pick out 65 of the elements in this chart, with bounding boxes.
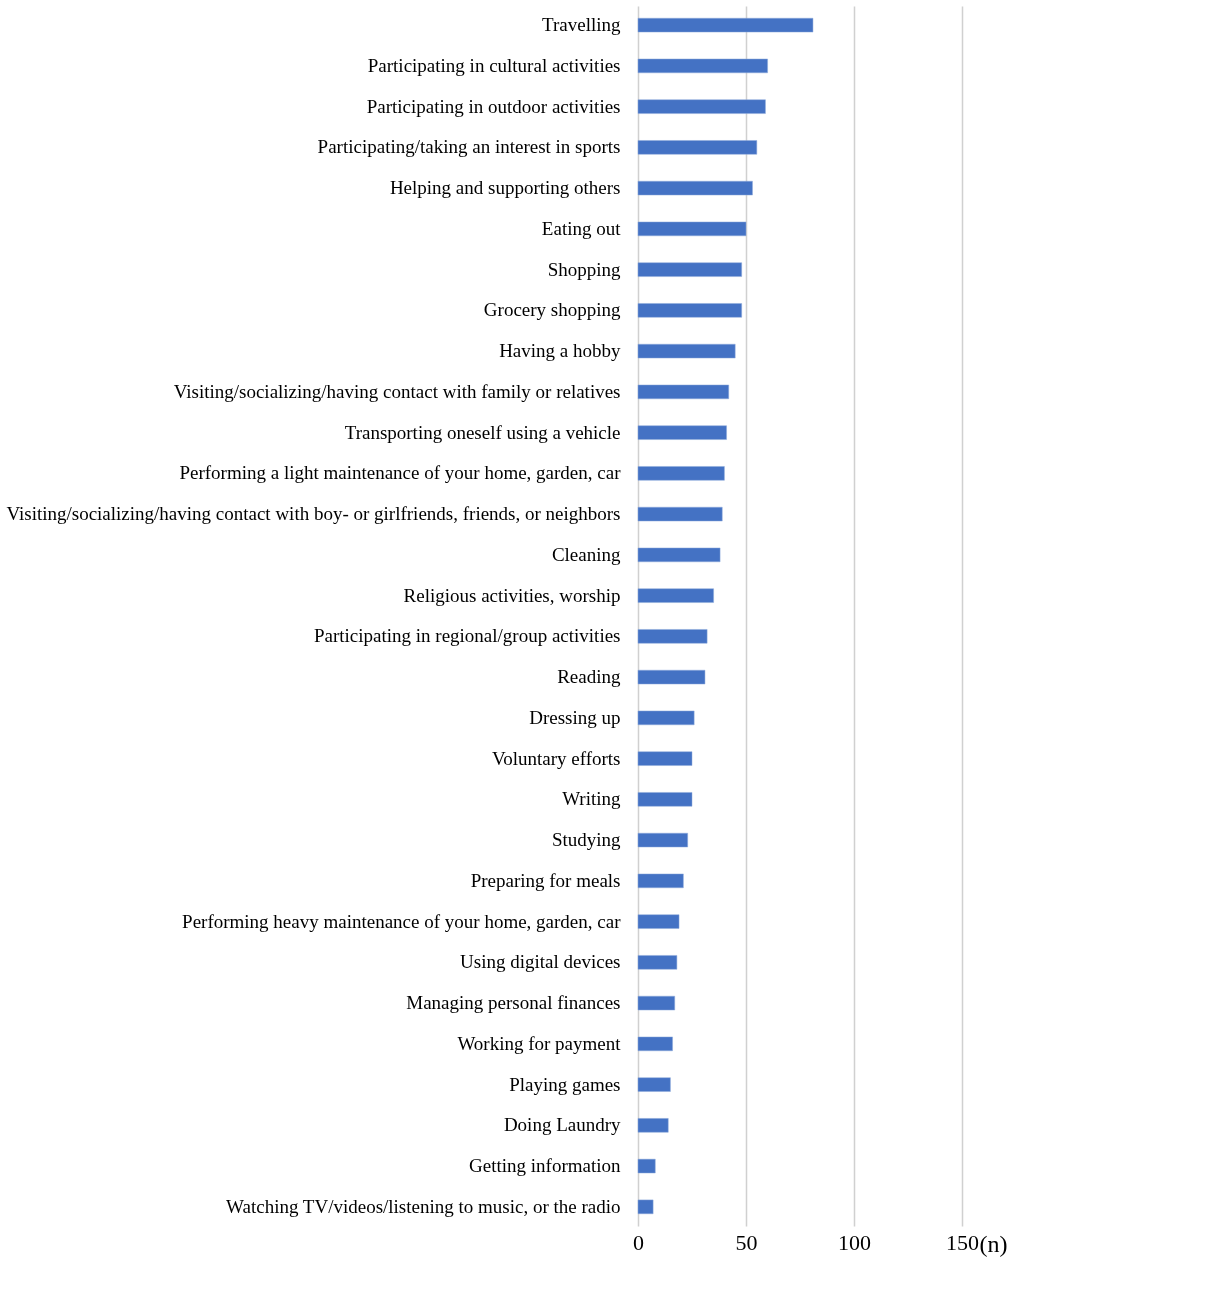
y-tick-label: Preparing for meals bbox=[470, 869, 621, 891]
bar bbox=[637, 384, 729, 400]
bar bbox=[637, 751, 693, 766]
y-tick-label: Writing bbox=[562, 788, 621, 810]
bar bbox=[637, 669, 706, 685]
y-tick-label: Managing personal finances bbox=[406, 992, 621, 1014]
y-tick-label: Helping and supporting others bbox=[389, 177, 621, 199]
y-tick-label: Using digital devices bbox=[460, 951, 621, 973]
bar bbox=[637, 343, 736, 359]
bar bbox=[637, 58, 768, 74]
y-tick-label: Doing Laundry bbox=[503, 1114, 621, 1136]
y-tick-label: Performing heavy maintenance of your home, garden, car bbox=[182, 910, 622, 932]
y-tick-label: Participating in regional/group activities bbox=[313, 625, 621, 647]
bar bbox=[637, 262, 742, 277]
x-tick-label: 100 bbox=[838, 1229, 871, 1255]
bar bbox=[637, 140, 758, 155]
bar bbox=[637, 955, 678, 970]
y-tick-label: Cleaning bbox=[551, 543, 621, 565]
bar bbox=[637, 629, 708, 644]
bar bbox=[637, 995, 675, 1011]
bar bbox=[637, 180, 753, 196]
bar bbox=[637, 1036, 673, 1052]
bar bbox=[637, 832, 688, 848]
y-tick-label: Participating in cultural activities bbox=[367, 54, 621, 76]
bar bbox=[637, 1077, 671, 1092]
x-tick-label: 50 bbox=[735, 1229, 758, 1255]
y-tick-label: Studying bbox=[551, 829, 621, 851]
bar bbox=[637, 466, 725, 481]
bar bbox=[637, 221, 747, 237]
bar bbox=[637, 1158, 656, 1174]
y-tick-label: Religious activities, worship bbox=[403, 584, 621, 606]
y-tick-label: Dressing up bbox=[529, 706, 621, 728]
bar bbox=[637, 17, 814, 33]
bar bbox=[637, 914, 680, 929]
y-tick-label: Getting information bbox=[469, 1155, 621, 1177]
y-tick-label: Travelling bbox=[542, 14, 621, 36]
bar bbox=[637, 303, 742, 318]
bar bbox=[637, 792, 693, 807]
bar bbox=[637, 99, 766, 114]
bar bbox=[637, 1118, 669, 1133]
y-tick-label: Performing a light maintenance of your home, garden, car bbox=[179, 462, 622, 484]
bar bbox=[637, 425, 727, 440]
y-tick-label: Reading bbox=[557, 666, 621, 688]
bar bbox=[637, 547, 721, 563]
y-tick-label: Grocery shopping bbox=[483, 299, 621, 321]
bar bbox=[637, 873, 684, 889]
y-tick-label: Eating out bbox=[541, 217, 622, 239]
y-tick-label: Working for payment bbox=[457, 1032, 622, 1054]
y-tick-label: Visiting/socializing/having contact with family or relatives bbox=[173, 380, 621, 402]
y-tick-label: Voluntary efforts bbox=[491, 747, 621, 769]
y-tick-label: Shopping bbox=[547, 258, 621, 280]
x-tick-label: 150 bbox=[946, 1229, 979, 1255]
y-tick-label: Watching TV/videos/listening to music, or the radio bbox=[226, 1195, 621, 1217]
x-tick-label: 0 bbox=[633, 1229, 644, 1255]
bar bbox=[637, 588, 714, 603]
y-tick-label: Playing games bbox=[509, 1073, 621, 1095]
bar bbox=[637, 1199, 654, 1215]
y-tick-label: Participating in outdoor activities bbox=[366, 95, 621, 117]
y-tick-label: Having a hobby bbox=[499, 340, 621, 362]
y-tick-label: Transporting oneself using a vehicle bbox=[344, 421, 621, 443]
y-tick-label: Visiting/socializing/having contact with boy- or girlfriends, friends, or neighbors bbox=[6, 503, 621, 525]
x-axis-title: (n) bbox=[979, 1230, 1008, 1257]
bar bbox=[637, 506, 723, 522]
y-tick-label: Participating/taking an interest in sports bbox=[317, 136, 621, 158]
bar bbox=[637, 710, 695, 726]
